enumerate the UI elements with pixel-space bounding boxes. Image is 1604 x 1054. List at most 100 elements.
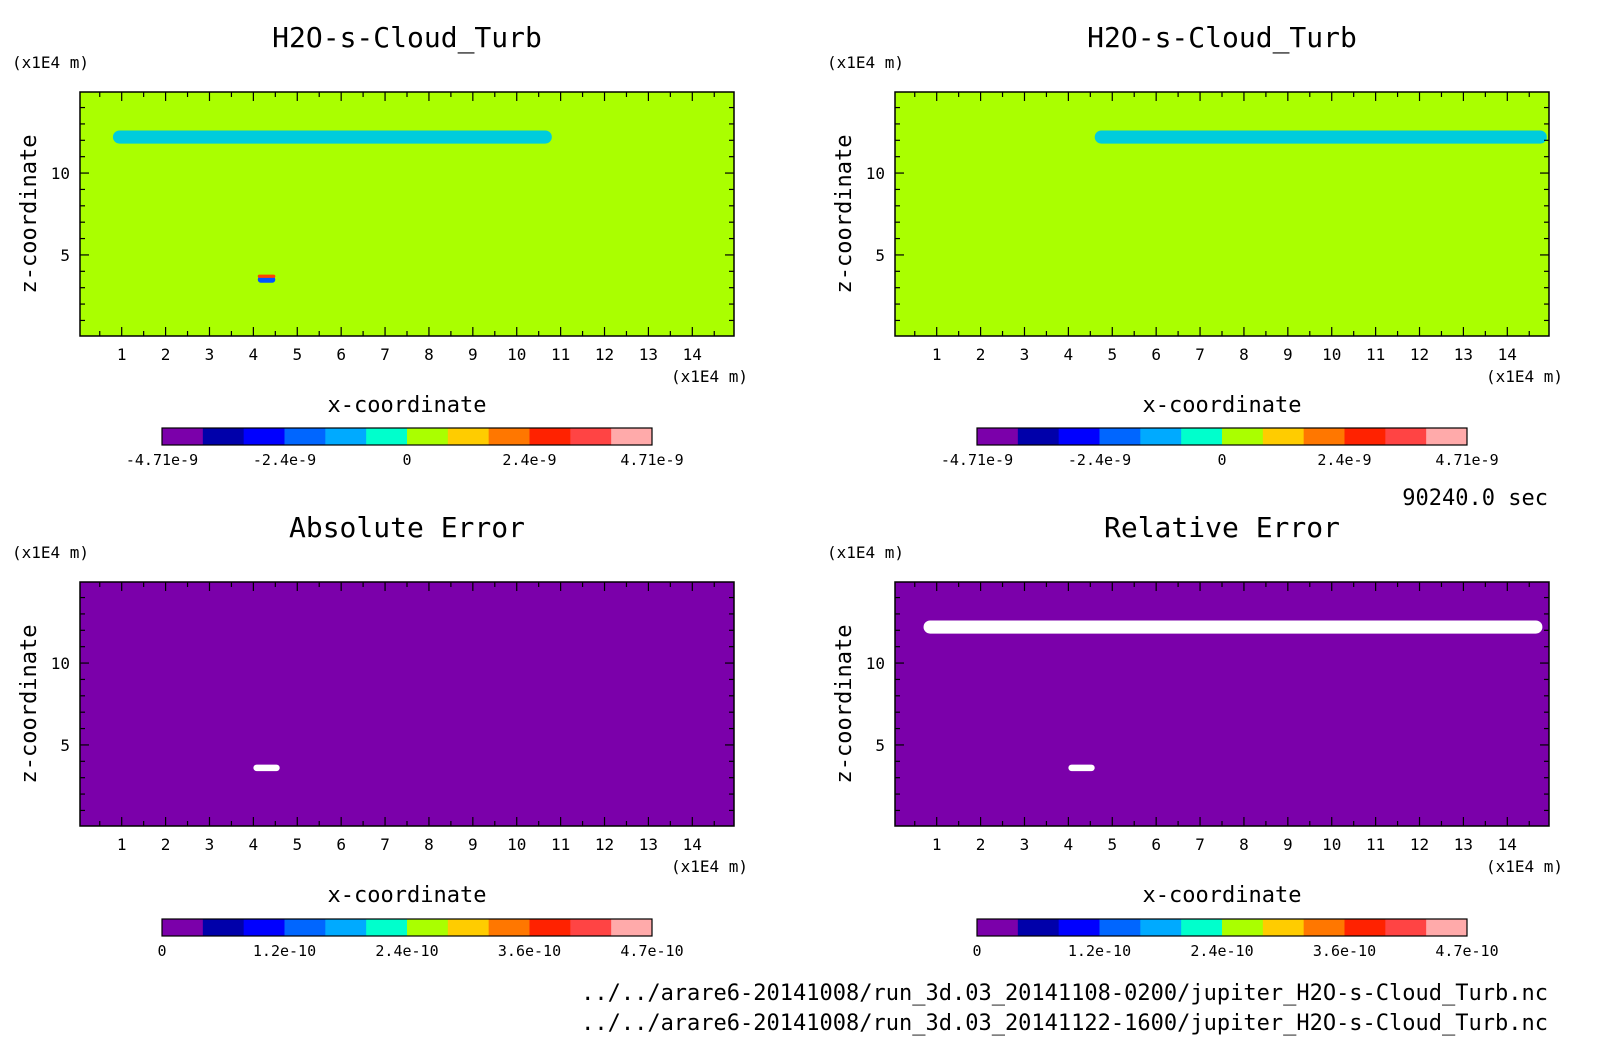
colorbar-swatch xyxy=(447,919,490,936)
x-tick-label: 11 xyxy=(551,345,570,364)
x-tick-label: 3 xyxy=(1020,345,1030,364)
x-tick-label: 7 xyxy=(1195,345,1205,364)
colorbar-swatch xyxy=(1303,919,1345,936)
x-tick-label: 12 xyxy=(595,345,614,364)
x-tick-label: 6 xyxy=(1151,345,1161,364)
x-tick-label: 8 xyxy=(424,345,434,364)
colorbar-tick-label: -2.4e-9 xyxy=(1068,451,1131,469)
y-axis-label: z-coordinate xyxy=(832,135,857,294)
x-tick-label: 1 xyxy=(932,835,942,854)
colorbar-swatch xyxy=(1344,428,1386,445)
colorbar-tick-label: 2.4e-9 xyxy=(1317,451,1371,469)
colorbar-swatch xyxy=(611,428,653,445)
x-axis-label: x-coordinate xyxy=(1143,883,1302,908)
x-tick-label: 9 xyxy=(1283,345,1293,364)
x-tick-label: 12 xyxy=(1410,345,1429,364)
data-feature-1 xyxy=(923,620,1543,634)
x-tick-label: 10 xyxy=(1322,835,1341,854)
panel-title: H2O-s-Cloud_Turb xyxy=(1087,21,1357,55)
colorbar-swatch xyxy=(366,919,408,936)
y-unit-label: (x1E4 m) xyxy=(12,543,89,562)
x-tick-label: 11 xyxy=(1366,835,1385,854)
colorbar-swatch xyxy=(325,919,367,936)
plot-area xyxy=(895,92,1549,336)
x-tick-label: 8 xyxy=(1239,345,1249,364)
colorbar-tick-label: 0 xyxy=(402,451,411,469)
footer-file-path-2: ../../arare6-20141008/run_3d.03_20141122… xyxy=(581,1011,1548,1036)
colorbar-tick-label: 2.4e-10 xyxy=(375,942,438,960)
x-tick-label: 8 xyxy=(1239,835,1249,854)
colorbar-tick-label: -4.71e-9 xyxy=(126,451,198,469)
colorbar-swatch xyxy=(611,919,653,936)
x-tick-label: 1 xyxy=(932,345,942,364)
x-axis-label: x-coordinate xyxy=(328,883,487,908)
data-feature-2 xyxy=(1068,764,1095,772)
x-tick-label: 7 xyxy=(380,345,390,364)
x-tick-label: 6 xyxy=(1151,835,1161,854)
x-tick-label: 12 xyxy=(595,835,614,854)
colorbar-swatch xyxy=(570,428,612,445)
colorbar-swatch xyxy=(366,428,408,445)
y-unit-label: (x1E4 m) xyxy=(827,53,904,72)
x-tick-label: 13 xyxy=(1454,345,1473,364)
colorbar-swatch xyxy=(488,428,530,445)
colorbar-tick-label: 4.7e-10 xyxy=(1435,942,1498,960)
colorbar-swatch xyxy=(243,428,285,445)
colorbar-swatch xyxy=(529,919,571,936)
colorbar-swatch xyxy=(243,919,285,936)
x-tick-label: 13 xyxy=(639,345,658,364)
y-tick-label: 10 xyxy=(866,654,885,673)
colorbar-swatch xyxy=(407,428,449,445)
colorbar-swatch xyxy=(1099,428,1141,445)
colorbar-tick-label: 4.7e-10 xyxy=(620,942,683,960)
colorbar-tick-label: 0 xyxy=(972,942,981,960)
panel-title: H2O-s-Cloud_Turb xyxy=(272,21,542,55)
x-tick-label: 13 xyxy=(1454,835,1473,854)
colorbar-swatch xyxy=(977,919,1019,936)
colorbar-swatch xyxy=(284,919,326,936)
x-axis-label: x-coordinate xyxy=(1143,393,1302,418)
colorbar-swatch xyxy=(488,919,530,936)
colorbar-swatch xyxy=(447,428,490,445)
x-unit-label: (x1E4 m) xyxy=(671,857,748,876)
x-tick-label: 6 xyxy=(336,345,346,364)
plot-area xyxy=(895,582,1549,826)
x-tick-label: 10 xyxy=(507,835,526,854)
colorbar-swatch xyxy=(1222,428,1264,445)
x-tick-label: 9 xyxy=(468,345,478,364)
x-unit-label: (x1E4 m) xyxy=(671,367,748,386)
x-tick-label: 2 xyxy=(161,345,171,364)
colorbar-swatch xyxy=(1017,428,1060,445)
x-tick-label: 5 xyxy=(292,345,302,364)
colorbar-tick-label: 1.2e-10 xyxy=(1068,942,1131,960)
data-feature-1 xyxy=(253,764,280,772)
colorbar-swatch xyxy=(1262,428,1305,445)
colorbar-tick-label: -2.4e-9 xyxy=(253,451,316,469)
x-tick-label: 11 xyxy=(551,835,570,854)
colorbar-swatch xyxy=(1058,428,1100,445)
x-tick-label: 12 xyxy=(1410,835,1429,854)
y-axis-label: z-coordinate xyxy=(17,135,42,294)
x-tick-label: 1 xyxy=(117,835,127,854)
x-tick-label: 8 xyxy=(424,835,434,854)
x-tick-label: 3 xyxy=(1020,835,1030,854)
x-unit-label: (x1E4 m) xyxy=(1486,367,1563,386)
x-tick-label: 3 xyxy=(205,835,215,854)
panel-3: Absolute Error(x1E4 m)1 2 3 4 5 6 7 8 9 10 11 12 13 1… xyxy=(12,511,748,960)
y-tick-label: 5 xyxy=(60,246,70,265)
colorbar-swatch xyxy=(1385,428,1427,445)
colorbar-swatch xyxy=(1262,919,1305,936)
plot-area xyxy=(80,92,734,336)
colorbar-swatch xyxy=(202,428,245,445)
colorbar-tick-label: 0 xyxy=(1217,451,1226,469)
colorbar-swatch xyxy=(162,428,204,445)
colorbar-tick-label: 4.71e-9 xyxy=(1435,451,1498,469)
x-tick-label: 7 xyxy=(380,835,390,854)
y-tick-label: 10 xyxy=(51,654,70,673)
colorbar-tick-label: -4.71e-9 xyxy=(941,451,1013,469)
colorbar-swatch xyxy=(1181,428,1223,445)
panel-title: Absolute Error xyxy=(289,511,525,544)
colorbar-swatch xyxy=(1426,428,1468,445)
colorbar-swatch xyxy=(1017,919,1060,936)
colorbar-tick-label: 4.71e-9 xyxy=(620,451,683,469)
